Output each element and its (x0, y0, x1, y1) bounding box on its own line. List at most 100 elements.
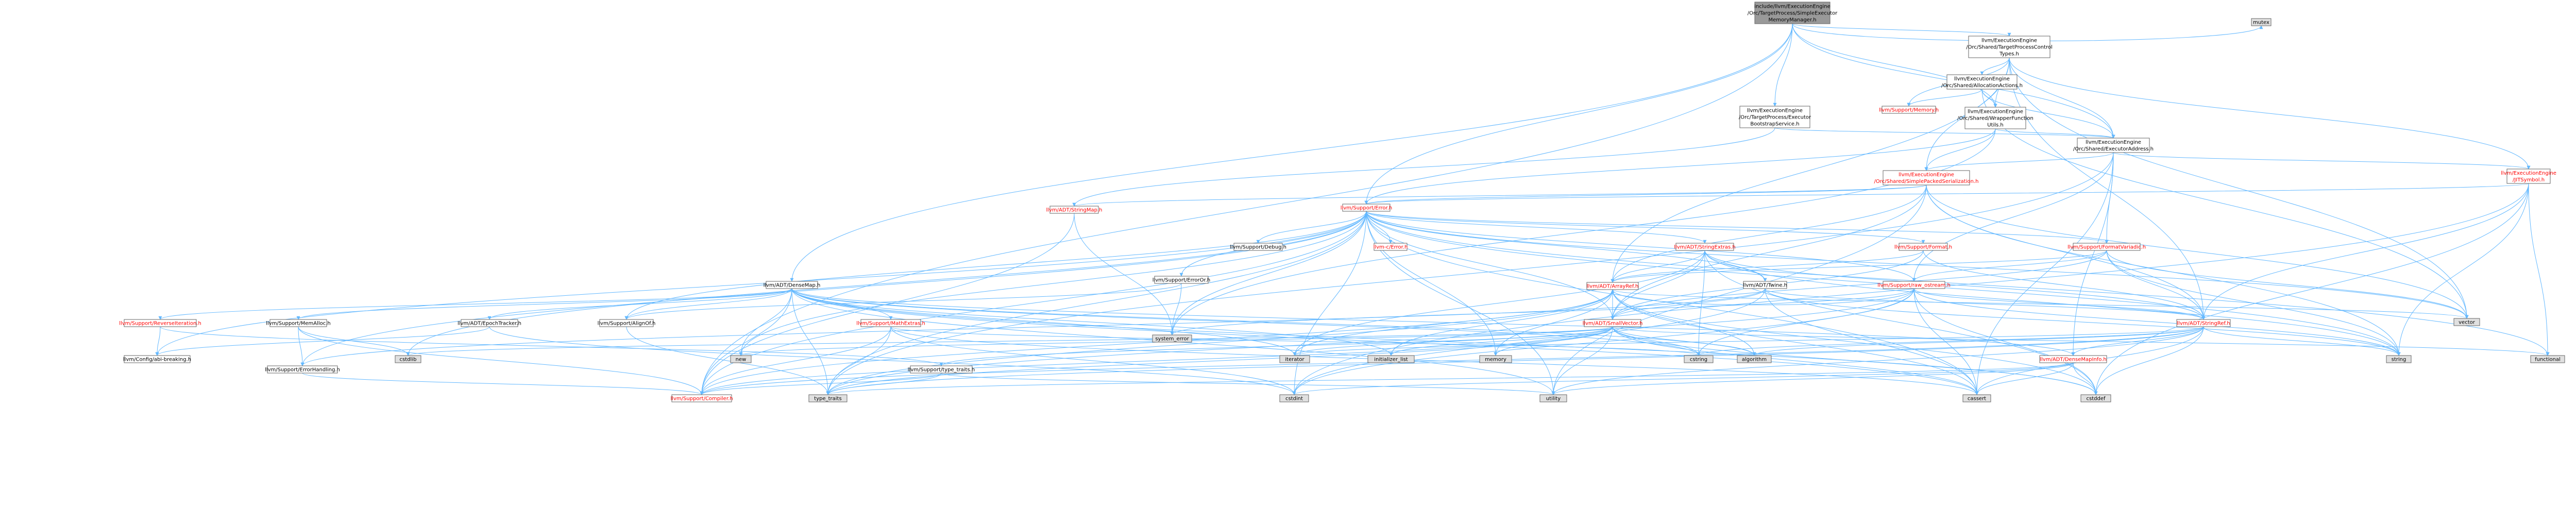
node-memory_std-label-0: memory (1485, 357, 1506, 363)
node-reverseiter-box (124, 319, 197, 327)
node-wrapperfn-label-0: llvm/ExecutionEngine (1968, 109, 2023, 115)
edge-smallvector-to-cstring (1612, 326, 1701, 356)
edge-error-to-system_error (1170, 211, 1367, 335)
node-formatvariadic-label-0: llvm/Support/FormatVariadic.h (2067, 245, 2146, 250)
node-tpctypes[interactable]: llvm/ExecutionEngine/Orc/Shared/TargetPr… (1966, 36, 2053, 58)
node-compiler[interactable]: llvm/Support/Compiler.h (670, 394, 733, 402)
edge-stringextras-to-twine (1704, 250, 1767, 282)
node-alignof-label-0: llvm/Support/AlignOf.h (598, 321, 656, 327)
node-errorhandling[interactable]: llvm/Support/ErrorHandling.h (265, 365, 340, 374)
node-errorh[interactable]: llvm-c/Error.h (1374, 243, 1408, 251)
node-iterator-box (1279, 355, 1310, 363)
edge-raw_ostream-to-arrayref (1611, 288, 1914, 306)
node-format-box (1899, 243, 1948, 251)
edge-smallvector-to-iterator (1293, 326, 1613, 356)
node-error[interactable]: llvm/Support/Error.h (1341, 204, 1392, 212)
node-stringref[interactable]: llvm/ADT/StringRef.h (2176, 319, 2231, 327)
node-debug-label-0: llvm/Support/Debug.h (1230, 245, 1286, 250)
node-root-label-0: include/llvm/ExecutionEngine (1754, 4, 1831, 10)
edge-formatvariadic-to-raw_ostream (1912, 250, 2107, 282)
edge-jitsymbol-to-error (1365, 183, 2529, 205)
node-typetraits[interactable]: llvm/Support/type_traits.h (908, 365, 975, 374)
node-arrayref[interactable]: llvm/ADT/ArrayRef.h (1586, 282, 1639, 290)
node-bootstrap-label-2: BootstrapService.h (1750, 122, 1799, 127)
edge-densemap-to-cstring (791, 288, 1701, 356)
node-format[interactable]: llvm/Support/Format.h (1894, 243, 1952, 251)
node-type_traits: type_traits (808, 394, 848, 402)
node-epochtracker[interactable]: llvm/ADT/EpochTracker.h (457, 319, 521, 327)
edge-densemap-to-compiler (700, 288, 792, 395)
node-mutex-label-0: mutex (2253, 20, 2269, 26)
edge-densemap-to-iterator (791, 288, 1297, 356)
edge-twine-to-cassert (1765, 288, 1979, 395)
edge-twine-to-cstdint (1292, 288, 1766, 395)
edge-execaddr-to-spsser (1924, 152, 2114, 171)
node-epochtracker-box (461, 319, 518, 327)
node-mathextras-label-0: llvm/Support/MathExtras.h (856, 321, 925, 327)
edge-stringref-to-compiler (700, 326, 2204, 395)
edge-smallvector-to-cassert (1612, 326, 1979, 395)
node-stringextras-box (1675, 243, 1734, 251)
node-bootstrap-box (1739, 106, 1810, 128)
node-wrapperfn[interactable]: llvm/ExecutionEngine/Orc/Shared/WrapperF… (1957, 107, 2033, 129)
edge-allocactions-to-execaddr (1981, 89, 2115, 139)
node-algorithm-label-0: algorithm (1742, 357, 1767, 363)
edge-arrayref-to-iterator (1293, 289, 1613, 356)
edge-formatvariadic-to-stringref (2106, 250, 2206, 320)
edge-erroror-to-system_error (1170, 283, 1182, 335)
edge-spsser-to-smallvector (1611, 184, 1927, 320)
node-mathextras[interactable]: llvm/Support/MathExtras.h (856, 319, 925, 327)
node-alignof[interactable]: llvm/Support/AlignOf.h (598, 319, 656, 327)
node-abibreaking[interactable]: llvm/Config/abi-breaking.h (123, 355, 191, 363)
node-errorhandling-label-0: llvm/Support/ErrorHandling.h (265, 367, 340, 373)
node-memalloc-label-0: llvm/Support/MemAlloc.h (266, 321, 331, 327)
node-memory[interactable]: llvm/Support/Memory.h (1879, 106, 1939, 114)
edge-wrapperfn-to-system_error (1170, 128, 1996, 335)
node-erroror[interactable]: llvm/Support/ErrorOr.h (1153, 276, 1210, 284)
node-memalloc[interactable]: llvm/Support/MemAlloc.h (266, 319, 331, 327)
edge-mathextras-to-type_traits (826, 326, 891, 395)
edge-error-to-abibreaking (155, 211, 1367, 356)
node-raw_ostream-label-0: llvm/Support/raw_ostream.h (1877, 283, 1951, 289)
edge-jitsymbol-to-cstddef (2094, 183, 2529, 395)
node-functional-box (2530, 355, 2565, 363)
edge-stringref-to-algorithm (1752, 326, 2204, 356)
edge-densemap-to-reverseiter (158, 288, 792, 320)
edge-error-to-memory_std (1366, 211, 1498, 356)
node-densemapinfo[interactable]: llvm/ADT/DenseMapInfo.h (2039, 355, 2107, 363)
node-allocactions[interactable]: llvm/ExecutionEngine/Orc/Shared/Allocati… (1941, 74, 2023, 90)
node-root[interactable]: include/llvm/ExecutionEngine/Orc/TargetP… (1748, 2, 1838, 24)
edge-stringref-to-densemapinfo (2071, 326, 2204, 356)
node-vector-label-0: vector (2459, 320, 2476, 326)
node-formatvariadic[interactable]: llvm/Support/FormatVariadic.h (2067, 243, 2146, 251)
edge-twine-to-errorhandling (300, 288, 1766, 366)
node-memory_std-box (1479, 355, 1512, 363)
edge-reverseiter-to-typetraits (160, 326, 943, 366)
edge-densemap-to-memalloc (296, 288, 792, 320)
node-stringmap[interactable]: llvm/ADT/StringMap.h (1046, 206, 1103, 214)
node-smallvector[interactable]: llvm/ADT/SmallVector.h (1583, 319, 1643, 327)
node-densemap-label-0: llvm/ADT/DenseMap.h (764, 283, 821, 289)
node-densemap[interactable]: llvm/ADT/DenseMap.h (764, 281, 821, 289)
edge-densemapinfo-to-cstdint (1292, 362, 2074, 395)
node-debug[interactable]: llvm/Support/Debug.h (1230, 243, 1286, 251)
node-stringmap-label-0: llvm/ADT/StringMap.h (1046, 208, 1102, 213)
edge-stringextras-to-cstddef (1704, 250, 2098, 395)
node-twine[interactable]: llvm/ADT/Twine.h (1743, 281, 1787, 289)
node-raw_ostream[interactable]: llvm/Support/raw_ostream.h (1877, 281, 1951, 289)
node-spsser-label-1: /Orc/Shared/SimplePackedSerialization.h (1874, 179, 1979, 184)
node-bootstrap[interactable]: llvm/ExecutionEngine/Orc/TargetProcess/E… (1739, 106, 1811, 128)
node-jitsymbol[interactable]: llvm/ExecutionEngine/JITSymbol.h (2501, 168, 2556, 184)
edge-tpctypes-to-arrayref (1611, 57, 2010, 283)
node-stringextras[interactable]: llvm/ADT/StringExtras.h (1674, 243, 1736, 251)
node-vector: vector (2453, 318, 2480, 326)
node-reverseiter[interactable]: llvm/Support/ReverseIteration.h (119, 319, 201, 327)
node-compiler-label-0: llvm/Support/Compiler.h (670, 396, 733, 402)
node-functional: functional (2530, 355, 2565, 363)
node-spsser[interactable]: llvm/ExecutionEngine/Orc/Shared/SimplePa… (1874, 170, 1979, 185)
node-cassert: cassert (1962, 394, 1991, 402)
node-erroror-label-0: llvm/Support/ErrorOr.h (1153, 278, 1210, 283)
edge-densemapinfo-to-cassert (1975, 362, 2074, 395)
edge-typetraits-to-compiler (700, 373, 942, 395)
node-execaddr[interactable]: llvm/ExecutionEngine/Orc/Shared/Executor… (2073, 138, 2154, 153)
